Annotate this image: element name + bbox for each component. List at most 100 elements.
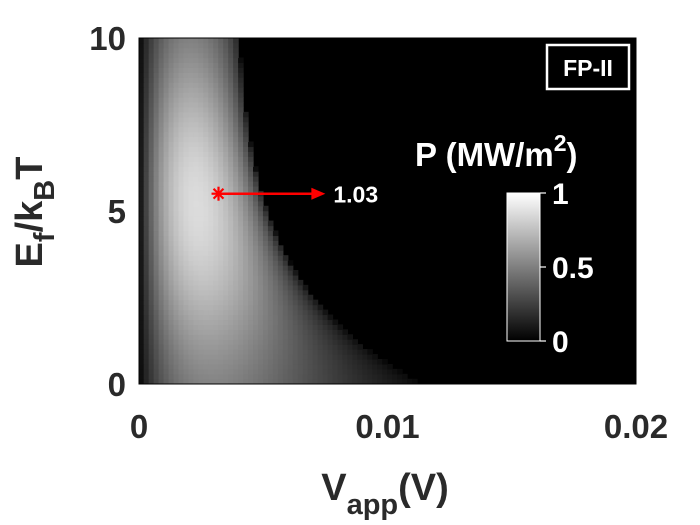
heatmap-cell bbox=[213, 131, 219, 138]
heatmap-cell bbox=[317, 368, 324, 375]
heatmap-cell bbox=[238, 215, 244, 222]
heatmap-cell bbox=[213, 349, 219, 355]
heatmap-cell bbox=[337, 368, 344, 375]
heatmap-cell bbox=[213, 319, 219, 325]
heatmap-cell bbox=[267, 250, 274, 256]
heatmap-cell bbox=[153, 101, 160, 108]
heatmap-cell bbox=[148, 195, 155, 202]
heatmap-cell bbox=[168, 245, 175, 251]
heatmap-cell bbox=[183, 136, 189, 143]
heatmap-cell bbox=[213, 195, 219, 202]
heatmap-cell bbox=[208, 181, 214, 187]
heatmap-cell bbox=[158, 245, 165, 251]
heatmap-cell bbox=[243, 205, 249, 212]
heatmap-cell bbox=[352, 373, 358, 380]
heatmap-cell bbox=[208, 131, 214, 138]
heatmap-cell bbox=[233, 151, 239, 157]
heatmap-cell bbox=[153, 200, 160, 207]
heatmap-cell bbox=[158, 151, 165, 157]
heatmap-cell bbox=[213, 304, 219, 311]
heatmap-cell bbox=[312, 349, 319, 355]
heatmap-cell bbox=[243, 220, 249, 227]
heatmap-cell bbox=[238, 299, 244, 306]
plot-frame bbox=[138, 37, 637, 385]
heatmap-cell bbox=[178, 309, 185, 316]
heatmap-cell bbox=[183, 67, 189, 73]
heatmap-cell bbox=[173, 220, 180, 227]
heatmap-cell bbox=[243, 141, 249, 148]
heatmap-cell bbox=[267, 358, 274, 365]
heatmap-cell bbox=[208, 92, 214, 98]
heatmap-cell bbox=[198, 111, 204, 118]
heatmap-cell bbox=[188, 195, 194, 202]
heatmap-cell bbox=[223, 215, 229, 222]
heatmap-cell bbox=[372, 373, 378, 380]
heatmap-cell bbox=[198, 82, 204, 88]
heatmap-cell bbox=[148, 87, 155, 93]
heatmap-cell bbox=[253, 334, 259, 340]
heatmap-cell bbox=[347, 334, 354, 340]
heatmap-cell bbox=[168, 77, 175, 83]
heatmap-cell bbox=[238, 339, 244, 345]
heatmap-cell bbox=[228, 289, 234, 296]
heatmap-cell bbox=[253, 339, 259, 345]
heatmap-cell bbox=[188, 181, 194, 187]
heatmap-cell bbox=[143, 97, 150, 103]
heatmap-cell bbox=[238, 329, 244, 335]
heatmap-cell bbox=[322, 349, 329, 355]
heatmap-cell bbox=[173, 166, 180, 172]
heatmap-cell bbox=[143, 349, 150, 355]
heatmap-cell bbox=[163, 57, 170, 64]
heatmap-cell bbox=[163, 235, 170, 241]
heatmap-cell bbox=[148, 309, 155, 316]
heatmap-cell bbox=[163, 126, 170, 133]
heatmap-cell bbox=[233, 220, 239, 227]
heatmap-cell bbox=[228, 82, 234, 88]
heatmap-cell bbox=[198, 161, 204, 167]
heatmap-cell bbox=[267, 225, 274, 232]
heatmap-cell bbox=[198, 166, 204, 172]
heatmap-cell bbox=[208, 274, 214, 281]
heatmap-cell bbox=[233, 200, 239, 207]
heatmap-cell bbox=[158, 42, 165, 49]
heatmap-cell bbox=[213, 324, 219, 330]
heatmap-cell bbox=[208, 304, 214, 311]
heatmap-cell bbox=[372, 363, 378, 370]
heatmap-cell bbox=[153, 210, 160, 217]
heatmap-cell bbox=[178, 225, 185, 232]
heatmap-cell bbox=[292, 344, 299, 350]
heatmap-cell bbox=[153, 126, 160, 133]
heatmap-cell bbox=[158, 57, 165, 64]
heatmap-cell bbox=[178, 166, 185, 172]
heatmap-cell bbox=[233, 77, 239, 83]
heatmap-cell bbox=[262, 363, 269, 370]
heatmap-cell bbox=[188, 92, 194, 98]
heatmap-cell bbox=[203, 309, 209, 316]
heatmap-cell bbox=[193, 72, 199, 78]
heatmap-cell bbox=[257, 349, 264, 355]
heatmap-cell bbox=[307, 294, 314, 301]
heatmap-cell bbox=[233, 304, 239, 311]
heatmap-cell bbox=[198, 299, 204, 306]
heatmap-cell bbox=[367, 354, 373, 360]
heatmap-cell bbox=[198, 200, 204, 207]
heatmap-cell bbox=[193, 181, 199, 187]
heatmap-cell bbox=[238, 319, 244, 325]
heatmap-cell bbox=[233, 349, 239, 355]
heatmap-cell bbox=[193, 373, 199, 380]
heatmap-cell bbox=[262, 344, 269, 350]
heatmap-cell bbox=[307, 339, 314, 345]
heatmap-cell bbox=[223, 176, 229, 182]
heatmap-cell bbox=[148, 368, 155, 375]
heatmap-cell bbox=[407, 378, 413, 384]
heatmap-cell bbox=[238, 185, 244, 192]
heatmap-cell bbox=[287, 309, 294, 316]
heatmap-cell bbox=[148, 205, 155, 212]
heatmap-cell bbox=[139, 220, 145, 227]
heatmap-cell bbox=[233, 329, 239, 335]
heatmap-cell bbox=[163, 171, 170, 177]
heatmap-cell bbox=[148, 240, 155, 246]
heatmap-cell bbox=[178, 185, 185, 192]
heatmap-cell bbox=[168, 171, 175, 177]
heatmap-cell bbox=[158, 255, 165, 261]
